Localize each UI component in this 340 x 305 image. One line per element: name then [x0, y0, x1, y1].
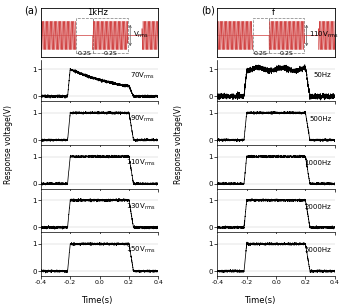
- Text: Time(s): Time(s): [244, 296, 276, 305]
- Text: 500Hz: 500Hz: [309, 116, 332, 122]
- Text: 5000Hz: 5000Hz: [305, 247, 332, 253]
- Text: Time(s): Time(s): [81, 296, 113, 305]
- Bar: [76, 18, 92, 53]
- Text: 0.2S: 0.2S: [78, 52, 91, 56]
- Text: 150V$_{\rm rms}$: 150V$_{\rm rms}$: [126, 245, 155, 255]
- Text: 90V$_{\rm rms}$: 90V$_{\rm rms}$: [130, 114, 155, 124]
- Text: 1kHz: 1kHz: [87, 8, 108, 17]
- Text: 0.2S: 0.2S: [254, 52, 268, 56]
- Text: (a): (a): [24, 5, 38, 15]
- Text: 0.2S: 0.2S: [103, 52, 117, 56]
- Text: 50Hz: 50Hz: [313, 72, 332, 78]
- Text: Response voltage(V): Response voltage(V): [4, 105, 13, 185]
- Text: 110V$_{\rm rms}$: 110V$_{\rm rms}$: [126, 158, 155, 168]
- Text: 130V$_{\rm rms}$: 130V$_{\rm rms}$: [126, 202, 155, 212]
- Bar: [92, 18, 128, 53]
- Text: f: f: [272, 8, 275, 17]
- Bar: [253, 18, 269, 53]
- Text: V$_{\rm rms}$: V$_{\rm rms}$: [133, 30, 149, 40]
- Bar: [269, 18, 304, 53]
- Text: Response voltage(V): Response voltage(V): [174, 105, 183, 185]
- Text: 2000Hz: 2000Hz: [305, 203, 332, 210]
- Text: 1000Hz: 1000Hz: [305, 160, 332, 166]
- Text: 110V$_{\rm rms}$: 110V$_{\rm rms}$: [309, 30, 338, 40]
- Text: 0.2S: 0.2S: [280, 52, 293, 56]
- Text: (b): (b): [201, 5, 215, 15]
- Text: 70V$_{\rm rms}$: 70V$_{\rm rms}$: [130, 70, 155, 81]
